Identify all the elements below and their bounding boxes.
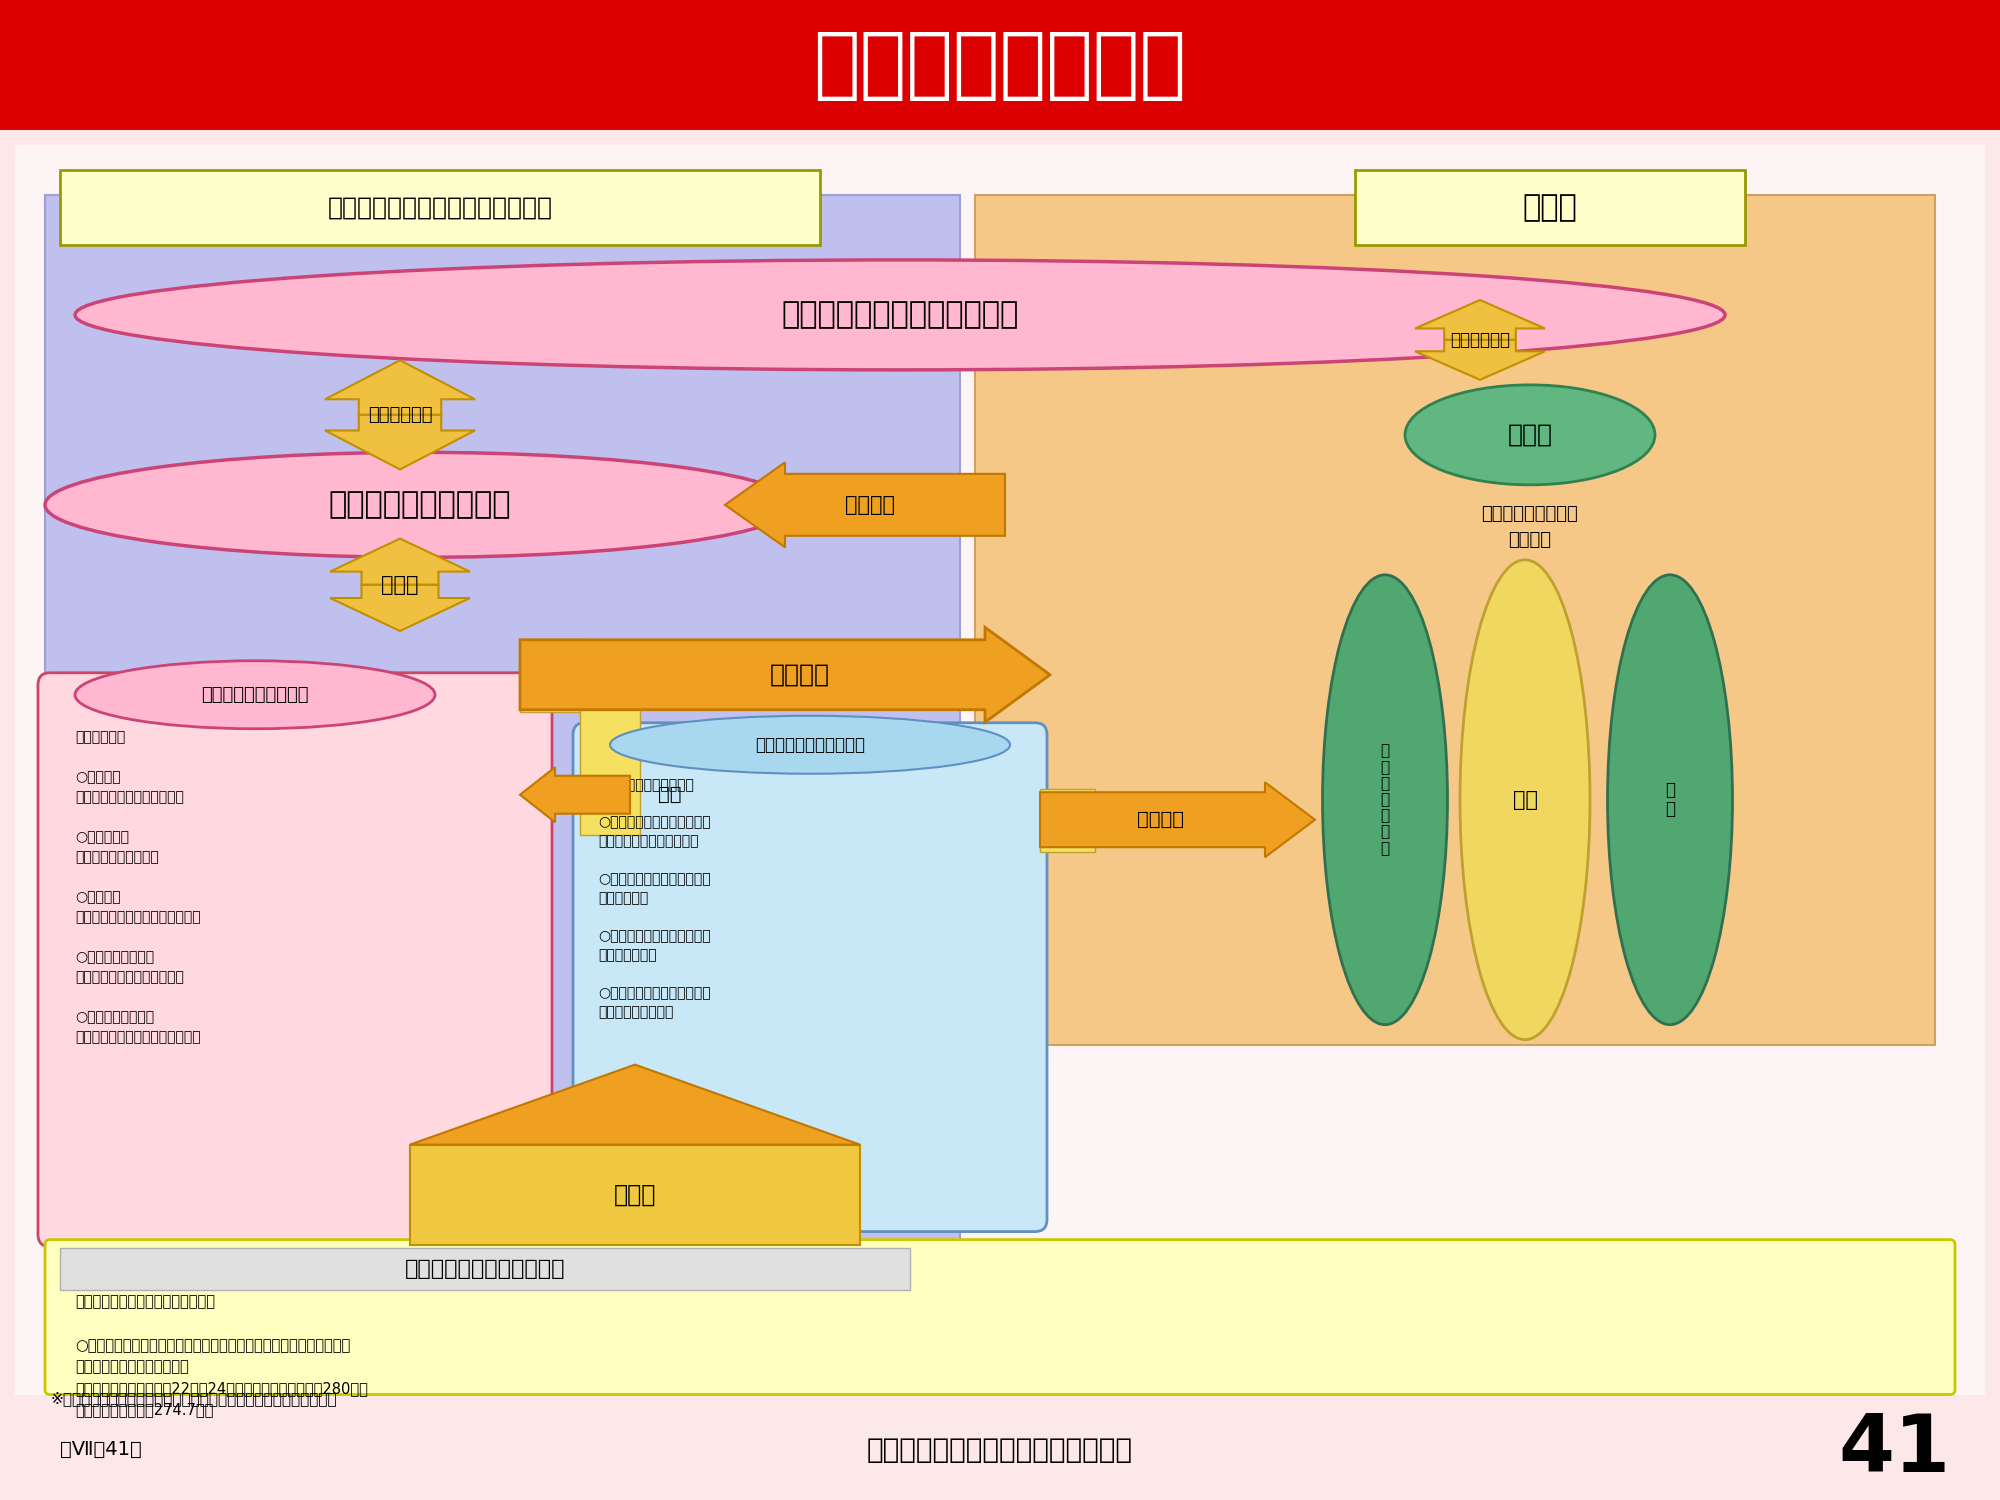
Text: 学校支援ボランティア: 学校支援ボランティア (202, 686, 308, 703)
FancyArrow shape (324, 416, 476, 470)
Text: 学校支援地域本部の基本的なしくみ: 学校支援地域本部の基本的なしくみ (868, 1436, 1132, 1464)
Text: 協力依頼: 協力依頼 (844, 495, 894, 514)
Text: 学　校: 学 校 (1522, 194, 1578, 222)
Text: （Ⅶ－41）: （Ⅶ－41） (60, 1440, 142, 1460)
Text: 校長の方針のもとに
学校運営: 校長の方針のもとに 学校運営 (1482, 506, 1578, 549)
FancyArrow shape (330, 538, 470, 585)
Text: 方針等の議論: 方針等の議論 (1450, 332, 1510, 350)
FancyBboxPatch shape (60, 170, 820, 244)
Ellipse shape (74, 662, 436, 729)
Text: 連携: 連携 (658, 784, 682, 804)
Ellipse shape (1460, 560, 1590, 1040)
FancyArrow shape (1040, 782, 1316, 856)
Polygon shape (410, 1065, 860, 1144)
Text: ○理科支援員等配置事業

○小学校における英語活動等
　国際理解活動の推進事業

○地域スポーツ人材の活用実
　践支援事業

○地域人材の活用による文化
　活動: ○理科支援員等配置事業 ○小学校における英語活動等 国際理解活動の推進事業 ○地… (598, 777, 710, 1018)
Text: 窓
口
（
教
頭
等
）: 窓 口 （ 教 頭 等 ） (1380, 744, 1390, 856)
Ellipse shape (610, 716, 1010, 774)
FancyBboxPatch shape (410, 1144, 860, 1245)
FancyBboxPatch shape (60, 1248, 910, 1290)
FancyArrow shape (520, 766, 630, 822)
Text: 41: 41 (1838, 1410, 1950, 1488)
FancyBboxPatch shape (574, 723, 1048, 1232)
Text: 校　長: 校 長 (1508, 423, 1552, 447)
Text: 支援活動: 支援活動 (1136, 810, 1184, 830)
Text: 支援活動: 支援活動 (770, 663, 830, 687)
FancyBboxPatch shape (0, 0, 2000, 130)
Text: 地域コーディネーター: 地域コーディネーター (328, 490, 512, 519)
FancyBboxPatch shape (1040, 789, 1096, 852)
Ellipse shape (1322, 574, 1448, 1024)
FancyBboxPatch shape (16, 146, 1984, 1395)
Text: 外部人材を活用する事業: 外部人材を活用する事業 (750, 736, 870, 754)
Text: 教
員: 教 員 (1664, 782, 1676, 819)
FancyArrow shape (726, 462, 1006, 548)
FancyBboxPatch shape (976, 195, 1936, 1044)
Text: 方針等の議論: 方針等の議論 (368, 406, 432, 424)
FancyArrow shape (520, 627, 1050, 723)
FancyArrow shape (324, 360, 476, 416)
Text: 地　域　教　育　協　議　会: 地 域 教 育 協 議 会 (782, 300, 1018, 330)
FancyBboxPatch shape (520, 639, 584, 712)
FancyArrow shape (330, 585, 470, 632)
FancyArrow shape (1416, 300, 1544, 340)
Text: 《教育支援に意欲のある地域住民》

○保護者、地域のスポーツや文化に関する団体、学生、様々な資格、
　経験、技能を持つ人、など
（参考）団塊世代（昭和22年～2: 《教育支援に意欲のある地域住民》 ○保護者、地域のスポーツや文化に関する団体、学… (76, 1294, 368, 1418)
Text: 学校支援地域本部: 学校支援地域本部 (814, 27, 1186, 104)
Ellipse shape (1608, 574, 1732, 1024)
Text: 学　校　支　援　地　域　本　部: 学 校 支 援 地 域 本 部 (328, 195, 552, 219)
Text: ※上記は標準的な例であり、地域の実情に応じ実施内容等は異なる。: ※上記は標準的な例であり、地域の実情に応じ実施内容等は異なる。 (50, 1392, 336, 1407)
FancyBboxPatch shape (44, 195, 960, 1245)
Text: 参　画: 参 画 (614, 1182, 656, 1206)
FancyBboxPatch shape (1356, 170, 1744, 244)
Ellipse shape (76, 260, 1724, 370)
Text: 調　整: 調 整 (382, 574, 418, 596)
FancyArrow shape (1416, 340, 1544, 380)
FancyBboxPatch shape (44, 1239, 1956, 1395)
Ellipse shape (44, 453, 796, 558)
FancyBboxPatch shape (580, 640, 640, 834)
Ellipse shape (1404, 386, 1656, 484)
FancyBboxPatch shape (38, 674, 552, 1246)
Text: 外部人材を活用する事業: 外部人材を活用する事業 (756, 736, 864, 754)
Text: 地域ぐるみ、社会総がかり: 地域ぐるみ、社会総がかり (404, 1258, 566, 1278)
Text: 調整: 調整 (1512, 789, 1538, 810)
Text: 【活動の例】

○学習支援
：授業等において教員を補助

○部活動指導
：部活動の指導を支援

○環境整備
：図書室や校庭など校内環境整備

○子どもの安全確保: 【活動の例】 ○学習支援 ：授業等において教員を補助 ○部活動指導 ：部活動の指… (76, 730, 200, 1044)
